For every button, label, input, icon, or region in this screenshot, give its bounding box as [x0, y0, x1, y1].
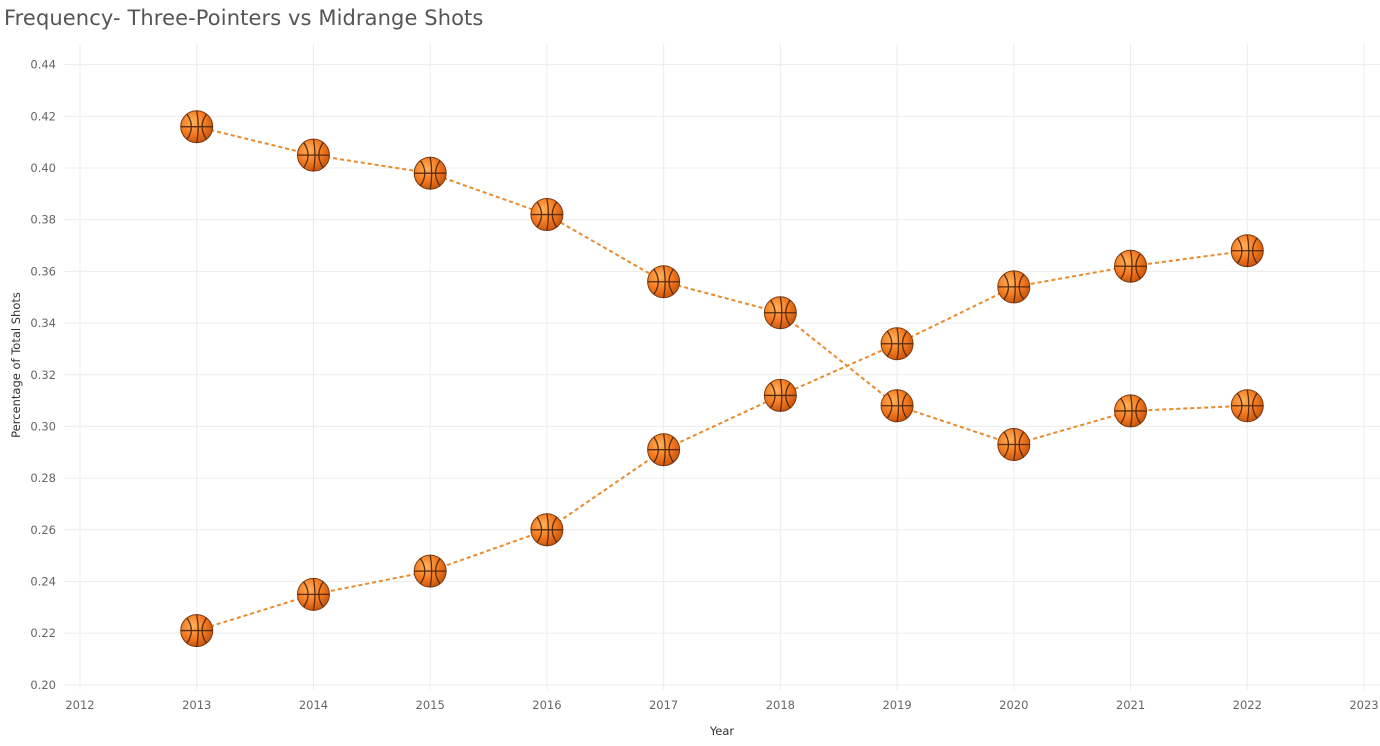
x-tick-label: 2019: [882, 698, 911, 712]
basketball-icon: [180, 110, 214, 144]
x-tick-label: 2016: [532, 698, 561, 712]
series-line-1: [196, 125, 1248, 446]
y-tick-label: 0.22: [30, 626, 56, 640]
basketball-icon: [997, 428, 1031, 462]
y-tick-label: 0.26: [30, 523, 56, 537]
y-tick-label: 0.44: [30, 58, 56, 72]
basketball-icon: [1114, 249, 1148, 283]
y-tick-label: 0.40: [30, 161, 56, 175]
basketball-icon: [180, 614, 214, 648]
y-tick-label: 0.36: [30, 264, 56, 278]
y-tick-label: 0.34: [30, 316, 56, 330]
y-tick-label: 0.20: [30, 678, 56, 692]
x-tick-label: 2021: [1116, 698, 1145, 712]
basketball-icon: [880, 327, 914, 361]
x-tick-label: 2018: [766, 698, 795, 712]
chart-title: Frequency- Three-Pointers vs Midrange Sh…: [4, 6, 484, 30]
basketball-icon: [763, 378, 797, 412]
y-tick-label: 0.38: [30, 213, 56, 227]
basketball-icon: [647, 433, 681, 467]
basketball-icon: [530, 198, 564, 232]
basketball-icon: [1114, 394, 1148, 428]
x-tick-label: 2023: [1349, 698, 1378, 712]
y-tick-label: 0.30: [30, 419, 56, 433]
basketball-icon: [530, 513, 564, 547]
y-tick-label: 0.42: [30, 109, 56, 123]
series-lines: [196, 125, 1248, 632]
x-tick-label: 2020: [999, 698, 1028, 712]
basketball-icon: [880, 389, 914, 423]
basketball-icon: [413, 156, 447, 190]
y-axis-label: Percentage of Total Shots: [9, 292, 23, 438]
x-tick-label: 2017: [649, 698, 678, 712]
y-axis-ticks: 0.20 0.22 0.24 0.26 0.28 0.30 0.32 0.34 0.36 0.38…: [30, 58, 56, 692]
y-tick-label: 0.24: [30, 574, 56, 588]
basketball-icon: [997, 270, 1031, 304]
basketball-icon: [413, 554, 447, 588]
x-tick-label: 2022: [1233, 698, 1262, 712]
x-tick-label: 2014: [299, 698, 328, 712]
basketball-icon: [763, 296, 797, 330]
series-line-2: [196, 249, 1248, 632]
basketball-icon: [296, 138, 330, 172]
x-tick-label: 2015: [416, 698, 445, 712]
x-axis-ticks: 2012 2013 2014 2015 2016 2017 2018 2019 2020 2021…: [65, 698, 1378, 712]
series-markers: [180, 110, 1264, 648]
basketball-icon: [647, 265, 681, 299]
x-axis-label: Year: [709, 724, 735, 738]
x-tick-label: 2013: [182, 698, 211, 712]
gridlines: [64, 44, 1380, 690]
basketball-icon: [296, 577, 330, 611]
x-tick-label: 2012: [65, 698, 94, 712]
basketball-icon: [1230, 234, 1264, 268]
y-tick-label: 0.28: [30, 471, 56, 485]
y-tick-label: 0.32: [30, 368, 56, 382]
basketball-icon: [1230, 389, 1264, 423]
